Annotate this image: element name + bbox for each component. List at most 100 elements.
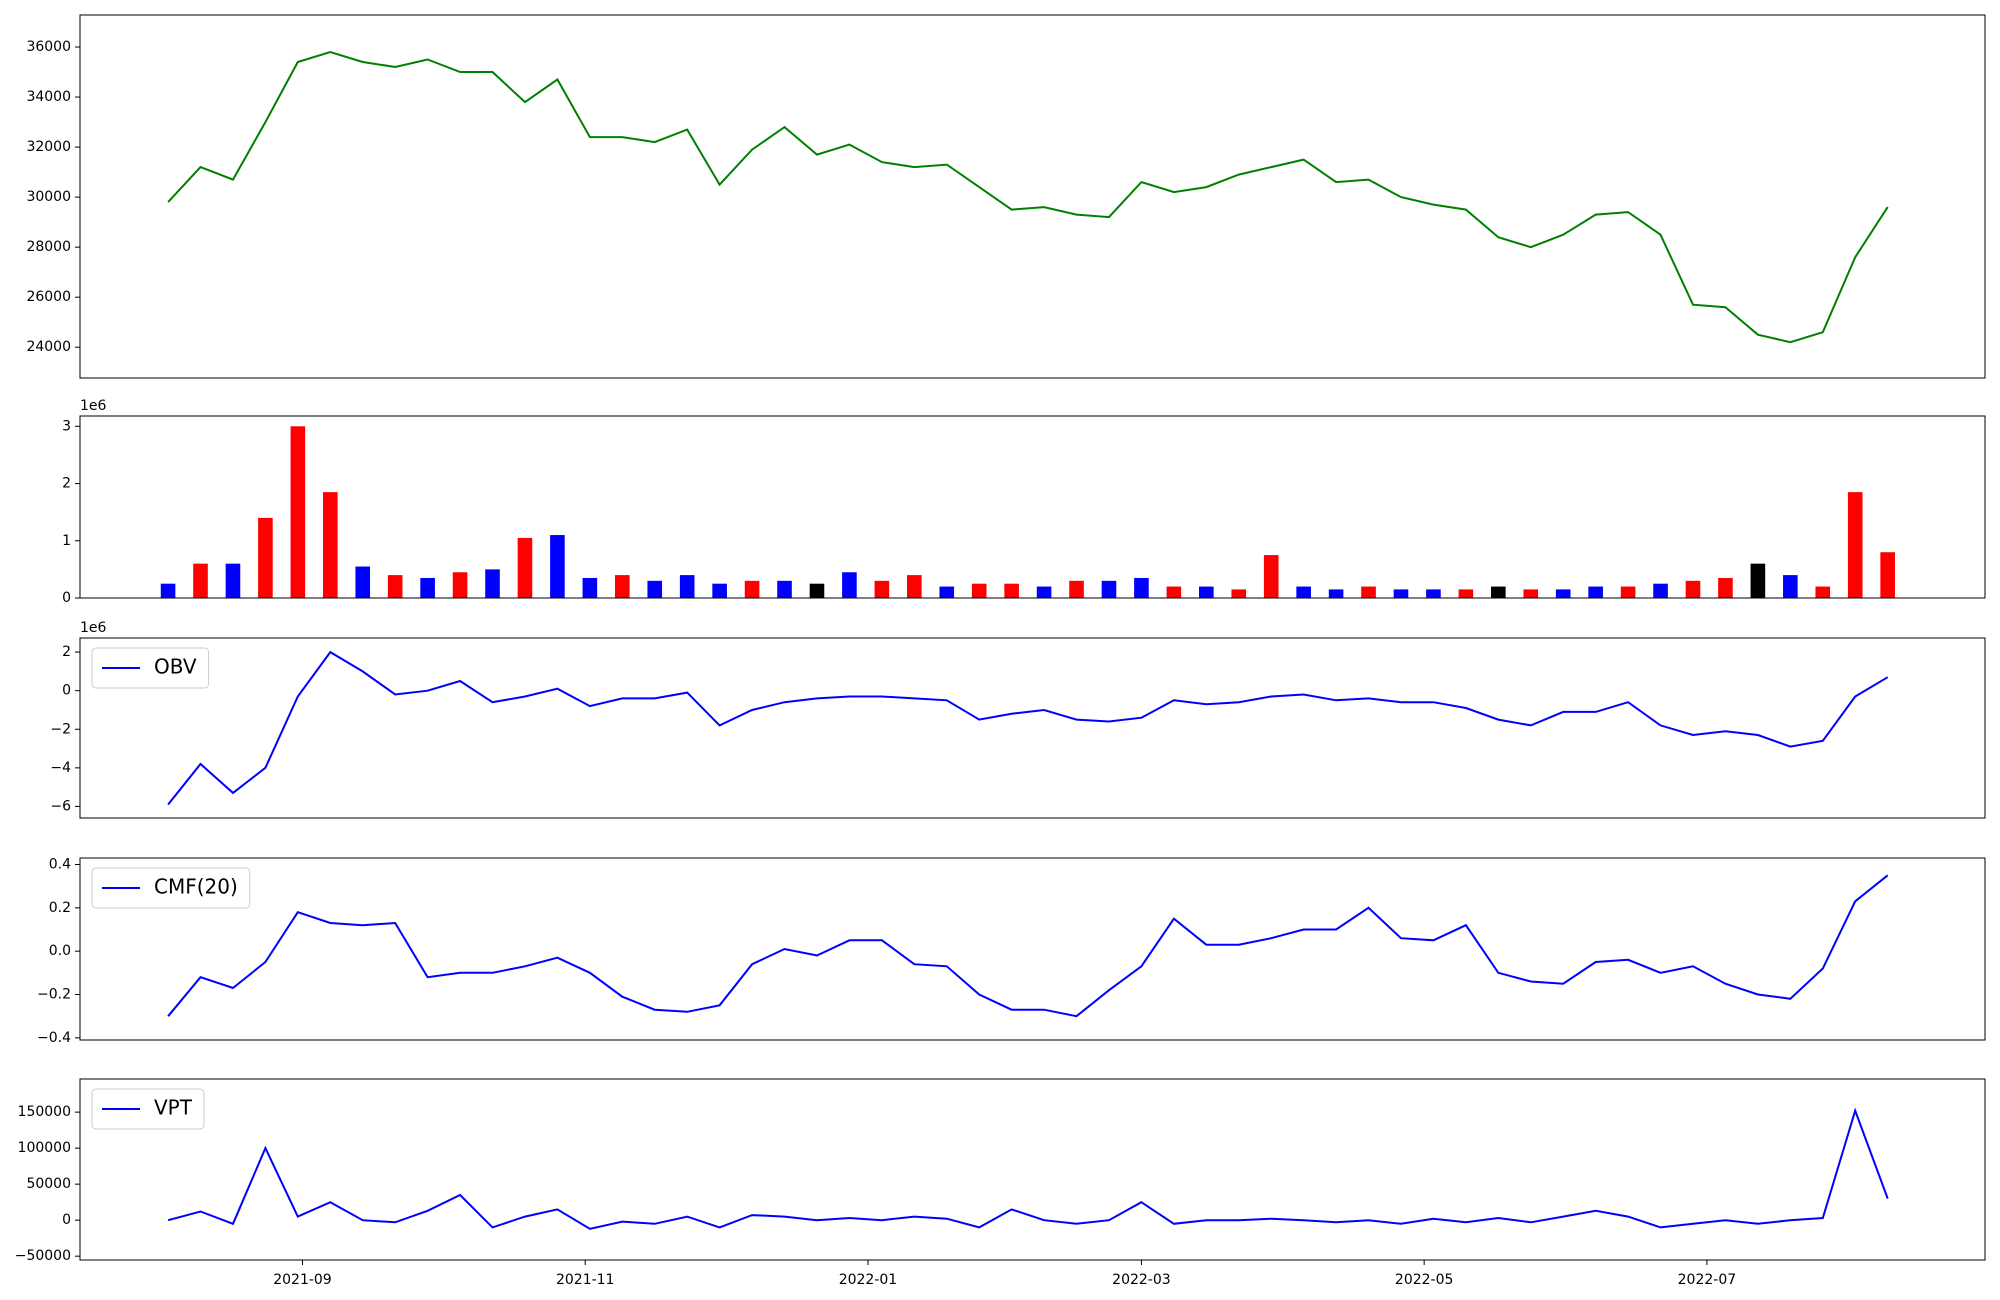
- bar: [1555, 589, 1571, 598]
- y-tick-label: 100000: [18, 1140, 71, 1156]
- bar: [647, 580, 663, 598]
- bar: [1393, 589, 1409, 598]
- legend-label: OBV: [154, 655, 197, 679]
- legend-label: VPT: [154, 1096, 193, 1120]
- bar: [744, 580, 760, 598]
- bar: [1588, 586, 1603, 598]
- legend: VPT: [91, 1088, 205, 1130]
- y-tick-label: 36000: [26, 39, 71, 55]
- y-tick-label: 0: [62, 1212, 71, 1228]
- bar: [1718, 577, 1733, 598]
- y-tick-label: −6: [50, 798, 71, 814]
- bar: [971, 583, 987, 598]
- y-tick-label: 0.0: [49, 943, 71, 959]
- y-tick-label: −2: [50, 721, 71, 737]
- bar: [1069, 580, 1084, 598]
- bar: [1361, 586, 1376, 598]
- bar: [1685, 580, 1701, 598]
- offset-label: 1e6: [80, 620, 107, 636]
- legend: CMF(20): [91, 867, 251, 909]
- y-tick-label: 0.2: [49, 900, 71, 916]
- bar: [1880, 552, 1895, 598]
- y-tick-label: 50000: [26, 1176, 71, 1192]
- bar: [1458, 589, 1474, 598]
- bar: [1004, 583, 1019, 598]
- bar: [225, 563, 241, 598]
- bar: [1199, 586, 1214, 598]
- y-tick-label: 2: [62, 476, 71, 492]
- y-tick-label: −50000: [15, 1248, 71, 1264]
- bar: [420, 577, 435, 598]
- bar: [1620, 586, 1636, 598]
- axes-frame: [79, 415, 1986, 599]
- bar: [1815, 586, 1831, 598]
- legend-box: [91, 1088, 205, 1130]
- bar: [614, 575, 630, 598]
- offset-label: 1e6: [80, 398, 107, 414]
- line: [167, 1107, 1889, 1230]
- x-tick-label: 2022-01: [839, 1272, 898, 1288]
- y-tick-label: 24000: [26, 339, 71, 355]
- bar: [1263, 555, 1279, 598]
- y-tick-label: −0.2: [37, 987, 71, 1003]
- bar: [842, 572, 857, 598]
- line: [167, 650, 1889, 806]
- bar: [1134, 577, 1149, 598]
- bar: [193, 563, 208, 598]
- bar: [355, 566, 371, 598]
- bar: [258, 517, 273, 598]
- legend-label: CMF(20): [154, 875, 238, 899]
- bar: [939, 586, 955, 598]
- x-tick-label: 2022-07: [1678, 1272, 1737, 1288]
- bar: [160, 583, 176, 598]
- bar: [1847, 492, 1863, 598]
- y-tick-label: 0: [62, 683, 71, 699]
- bar: [1036, 586, 1052, 598]
- bar: [517, 537, 533, 598]
- axes-frame: [79, 857, 1986, 1041]
- y-tick-label: 2: [62, 644, 71, 660]
- bar: [1101, 580, 1117, 598]
- bar: [582, 577, 598, 598]
- y-tick-label: 150000: [18, 1104, 71, 1120]
- plot-area: [167, 650, 1889, 806]
- bar: [1231, 589, 1247, 598]
- bar: [452, 572, 468, 598]
- x-tick-label: 2021-09: [273, 1272, 332, 1288]
- y-tick-label: 3: [62, 418, 71, 434]
- plot-area: [160, 426, 1895, 598]
- x-tick-label: 2022-05: [1395, 1272, 1454, 1288]
- bar: [1653, 583, 1668, 598]
- bar: [1523, 589, 1539, 598]
- bar: [679, 575, 695, 598]
- y-tick-label: 28000: [26, 239, 71, 255]
- y-tick-label: 32000: [26, 139, 71, 155]
- bar: [907, 575, 922, 598]
- bar: [387, 575, 403, 598]
- bar: [322, 492, 338, 598]
- bar: [1491, 586, 1506, 598]
- y-tick-label: 34000: [26, 89, 71, 105]
- plot-area: [167, 50, 1889, 344]
- legend-box: [91, 867, 251, 909]
- bar: [550, 535, 565, 598]
- y-tick-label: 0.4: [49, 857, 71, 873]
- bar: [1750, 563, 1766, 598]
- plot-area: [167, 874, 1889, 1018]
- y-tick-label: −0.4: [37, 1030, 71, 1046]
- bar: [1783, 575, 1798, 598]
- x-tick-label: 2021-11: [556, 1272, 615, 1288]
- line: [167, 50, 1889, 344]
- y-tick-label: 0: [62, 590, 71, 606]
- y-tick-label: 1: [62, 533, 71, 549]
- bar: [290, 426, 306, 598]
- bar: [1166, 586, 1182, 598]
- legend-box: [91, 647, 210, 689]
- y-tick-label: 26000: [26, 289, 71, 305]
- y-tick-label: −4: [50, 760, 71, 776]
- bar: [712, 583, 727, 598]
- axes-frame: [79, 14, 1986, 379]
- y-tick-label: 30000: [26, 189, 71, 205]
